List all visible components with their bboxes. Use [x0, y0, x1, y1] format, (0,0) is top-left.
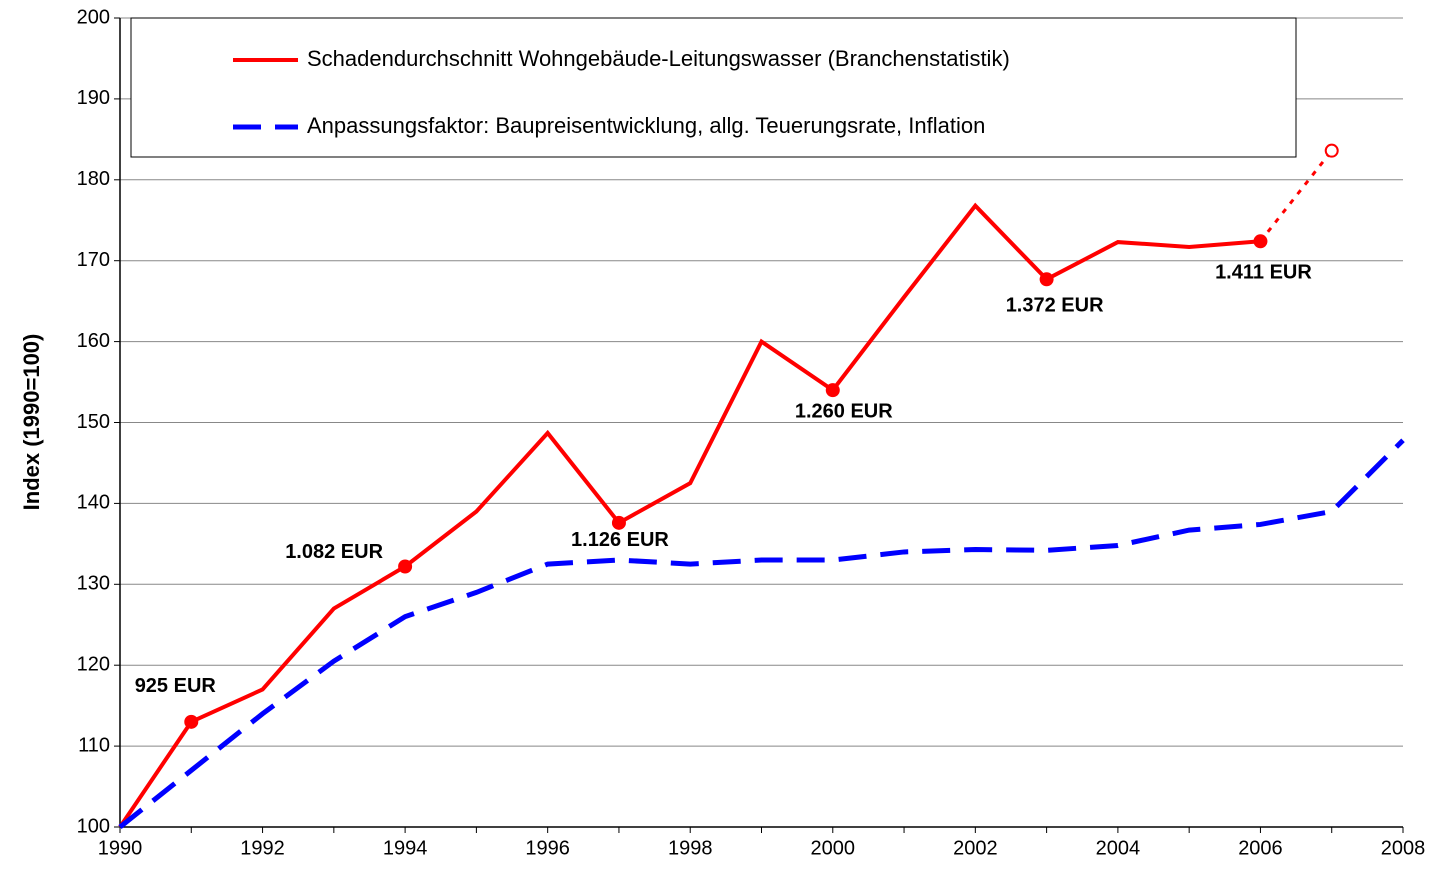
- y-tick-label: 200: [77, 6, 110, 28]
- annotation: 925 EUR: [135, 675, 217, 697]
- forecast-point: [1324, 143, 1339, 158]
- x-tick-label: 1990: [98, 837, 143, 859]
- legend-label: Anpassungsfaktor: Baupreisentwicklung, a…: [307, 113, 985, 138]
- y-tick-label: 140: [77, 492, 110, 514]
- x-tick-label: 1994: [383, 837, 428, 859]
- x-tick-label: 1998: [668, 837, 713, 859]
- y-tick-label: 170: [77, 249, 110, 271]
- x-tick-label: 1996: [525, 837, 570, 859]
- x-tick-label: 2004: [1096, 837, 1141, 859]
- annotation: 1.372 EUR: [1006, 295, 1104, 317]
- annotation: 1.260 EUR: [795, 400, 893, 422]
- y-tick-label: 160: [77, 330, 110, 352]
- legend-label: Schadendurchschnitt Wohngebäude-Leitungs…: [307, 46, 1010, 71]
- data-point: [184, 714, 199, 729]
- series-line: [118, 438, 1405, 829]
- annotation: 1.126 EUR: [571, 529, 669, 551]
- legend-box: [130, 17, 1297, 158]
- annotation: 1.411 EUR: [1215, 262, 1312, 284]
- series-line: [118, 202, 1261, 829]
- x-tick-label: 2008: [1381, 837, 1426, 859]
- y-axis-label: Index (1990=100): [19, 334, 44, 511]
- y-tick-label: 180: [77, 168, 110, 190]
- x-tick-label: 2006: [1238, 837, 1283, 859]
- y-tick-label: 110: [78, 734, 110, 756]
- data-point: [611, 515, 626, 530]
- forecast-line: [1259, 149, 1333, 243]
- x-tick-label: 2002: [953, 837, 998, 859]
- y-tick-label: 130: [77, 573, 110, 595]
- y-tick-label: 120: [77, 653, 110, 675]
- data-point: [1253, 234, 1268, 249]
- data-point: [825, 383, 840, 398]
- x-tick-label: 1992: [240, 837, 285, 859]
- annotation: 1.082 EUR: [285, 541, 383, 563]
- x-tick-label: 2000: [811, 837, 856, 859]
- y-tick-label: 150: [77, 411, 110, 433]
- data-point: [1039, 272, 1054, 287]
- y-tick-label: 190: [77, 87, 110, 109]
- data-point: [398, 559, 413, 574]
- y-tick-label: 100: [77, 815, 110, 837]
